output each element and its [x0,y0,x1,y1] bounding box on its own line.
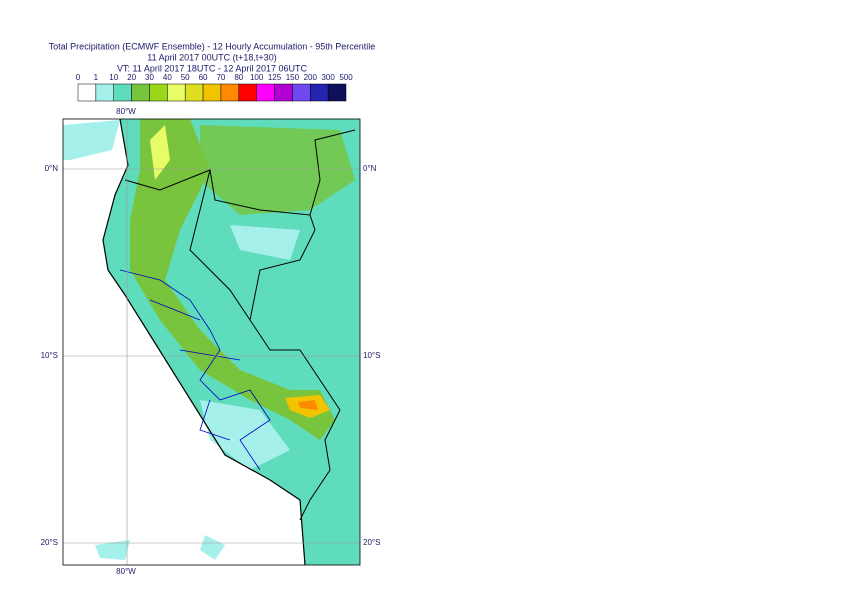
legend-label: 80 [234,73,243,82]
legend-label: 0 [76,73,81,82]
base-time: 11 April 2017 00UTC (t+18,t+30) [147,52,276,62]
legend-label: 50 [181,73,190,82]
legend-label: 150 [286,73,300,82]
legend-swatch [256,83,275,102]
legend-label: 200 [304,73,318,82]
legend-label: 30 [145,73,154,82]
legend-label: 60 [199,73,208,82]
legend-swatch [327,83,347,102]
legend-swatch [149,83,168,102]
legend-swatch [220,83,240,102]
lat-label: 10°S [41,351,58,360]
valid-time: VT: 11 April 2017 18UTC - 12 April 2017 … [117,63,307,73]
legend-swatch [167,83,186,102]
legend-swatch [274,83,293,102]
lat-label: 10°S [363,351,380,360]
legend-swatch [77,83,97,102]
legend-label: 1 [94,73,99,82]
legend-swatch [184,83,204,102]
legend-swatch [310,83,329,102]
legend-label: 500 [339,73,353,82]
legend-swatch [113,83,132,102]
legend-label: 125 [268,73,282,82]
lat-label: 20°S [363,538,380,547]
legend-swatch [292,83,311,102]
legend-swatch [238,83,257,102]
legend-swatch [202,83,222,102]
legend-label: 10 [109,73,118,82]
lon-label: 80°W [116,567,136,576]
map [63,119,360,565]
legend: 0 1 10 20 30 40 50 60 70 80 100 125 150 200 300 500 [76,73,353,102]
legend-label: 70 [216,73,225,82]
lat-label: 0°N [45,164,59,173]
legend-label: 20 [127,73,136,82]
legend-swatch [95,83,114,102]
lon-label: 80°W [116,107,136,116]
legend-swatch [131,83,150,102]
legend-label: 100 [250,73,264,82]
legend-label: 300 [321,73,335,82]
lat-label: 20°S [41,538,58,547]
title: Total Precipitation (ECMWF Ensemble) - 1… [49,41,376,51]
legend-label: 40 [163,73,172,82]
lat-label: 0°N [363,164,377,173]
